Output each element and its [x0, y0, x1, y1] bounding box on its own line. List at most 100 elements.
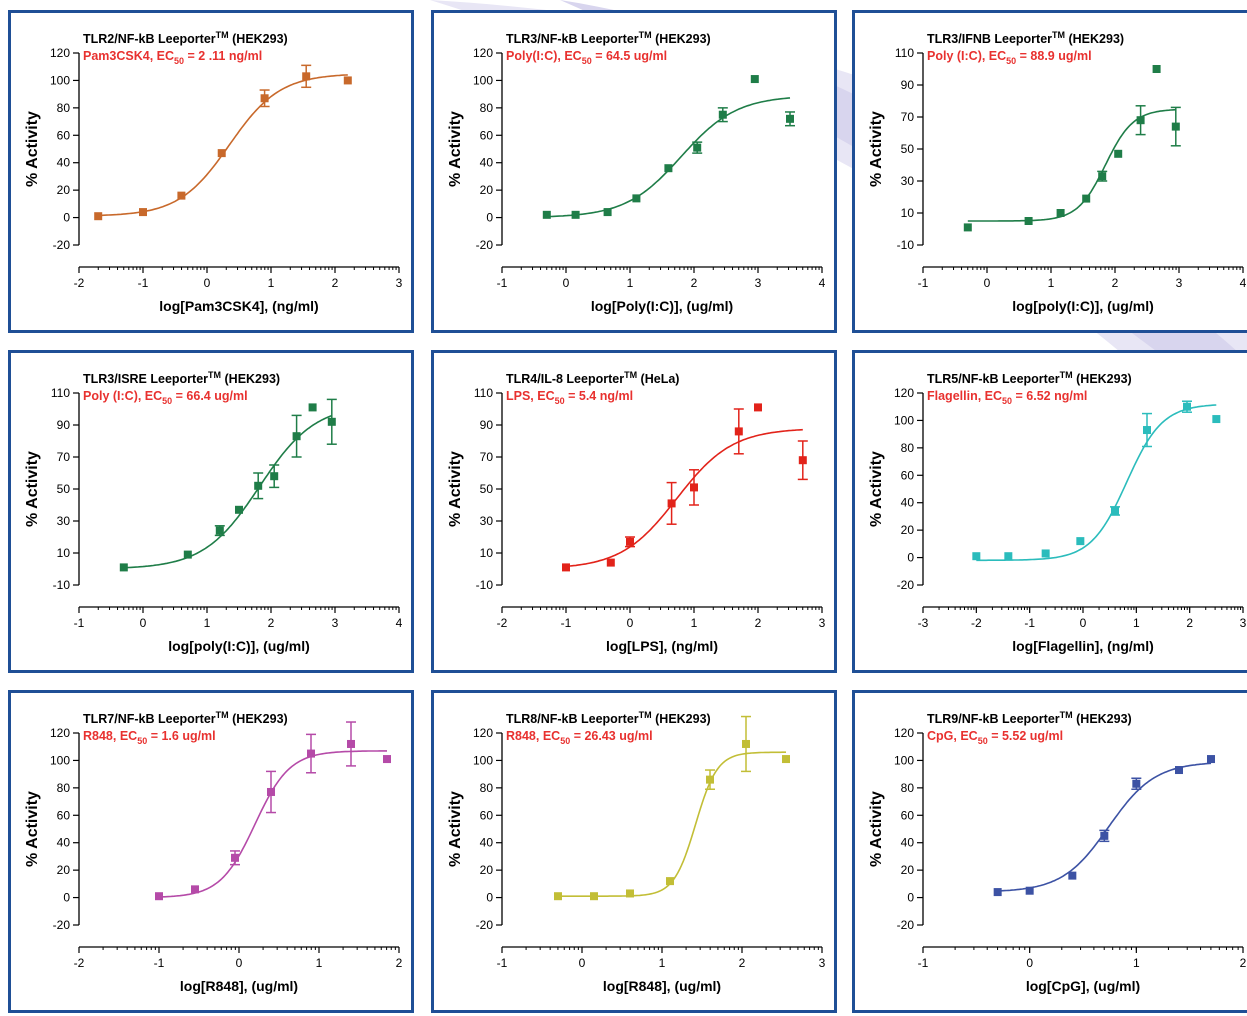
data-point: [254, 481, 263, 490]
data-point: [292, 432, 301, 441]
chart-title-sup: TM: [208, 370, 221, 380]
chart-panel: -20 0 20 40 60 80 100 120 -2 -1 0 1 2 log[R848], (ug/…: [8, 690, 414, 1013]
x-tick-label: 4: [1240, 276, 1247, 290]
chart-title-text: TLR7/NF-kB Leeporter: [83, 712, 216, 726]
y-tick-label: -20: [897, 578, 915, 592]
x-tick-label: -2: [971, 616, 982, 630]
x-tick-label: 1: [627, 276, 634, 290]
y-tick-label: 60: [57, 808, 71, 822]
y-axis-label: % Activity: [868, 451, 885, 527]
data-point: [217, 149, 226, 158]
x-axis-label: log[Pam3CSK4], (ng/ml): [159, 298, 318, 314]
x-tick-label: 4: [396, 616, 403, 630]
data-point: [554, 892, 562, 901]
chart-title-text: TLR4/IL-8 Leeporter: [506, 372, 624, 386]
y-axis-label: % Activity: [447, 111, 464, 187]
chart-title-text: TLR5/NF-kB Leeporter: [927, 372, 1060, 386]
x-tick-label: 0: [1026, 956, 1033, 970]
y-tick-label: 50: [57, 482, 71, 496]
y-tick-label: -10: [476, 578, 494, 592]
x-tick-label: 3: [819, 956, 826, 970]
y-tick-label: 30: [901, 174, 915, 188]
data-point: [667, 499, 676, 508]
ec50-sub: 50: [174, 56, 184, 66]
y-tick-label: 60: [901, 468, 915, 482]
y-tick-label: 50: [901, 142, 915, 156]
chart-title-sup: TM: [216, 30, 229, 40]
data-point: [327, 417, 336, 426]
y-tick-label: -20: [476, 238, 494, 252]
data-point: [1152, 65, 1161, 73]
ec50-sub: 50: [555, 396, 565, 406]
x-tick-label: 2: [1240, 956, 1247, 970]
y-tick-label: 80: [901, 781, 915, 795]
y-tick-label: 120: [473, 726, 493, 740]
ec50-prefix: Poly (I:C), EC: [927, 49, 1006, 63]
x-tick-label: -1: [918, 276, 929, 290]
ec50-prefix: Poly (I:C), EC: [83, 389, 162, 403]
y-tick-label: -10: [53, 578, 71, 592]
x-tick-label: -1: [561, 616, 572, 630]
data-point: [347, 739, 355, 748]
fit-curve: [546, 97, 791, 218]
data-point: [742, 739, 750, 748]
data-point: [632, 194, 641, 203]
y-tick-label: 20: [901, 523, 915, 537]
y-axis-label: % Activity: [868, 111, 885, 187]
x-tick-label: 0: [1080, 616, 1087, 630]
y-tick-label: 10: [57, 546, 71, 560]
x-axis-label: log[Poly(I:C)], (ug/ml): [591, 298, 733, 314]
ec50-value: = 1.6 ug/ml: [147, 729, 215, 743]
ec50-sub: 50: [1002, 396, 1012, 406]
data-point: [666, 877, 674, 886]
data-point: [1111, 506, 1119, 515]
data-point: [571, 210, 580, 219]
y-tick-label: 70: [57, 450, 71, 464]
y-tick-label: 100: [473, 73, 493, 87]
y-tick-label: 40: [57, 156, 71, 170]
x-tick-label: -1: [497, 956, 508, 970]
x-tick-label: 2: [332, 276, 339, 290]
ec50-prefix: R848, EC: [506, 729, 560, 743]
y-tick-label: 10: [901, 206, 915, 220]
ec50-value: = 5.4 ng/ml: [565, 389, 633, 403]
chart-panel: -10 10 30 50 70 90 110 -1 0 1 2 3 4 log[poly(I:C)], (…: [8, 350, 414, 673]
chart-title: TLR5/NF-kB LeeporterTM (HEK293): [927, 370, 1132, 386]
data-point: [754, 403, 762, 412]
data-point: [1207, 755, 1215, 764]
y-tick-label: 40: [901, 836, 915, 850]
data-point: [343, 76, 352, 85]
y-tick-label: 20: [480, 863, 494, 877]
ec50-value: = 5.52 ug/ml: [988, 729, 1063, 743]
x-axis-label: log[poly(I:C)], (ug/ml): [1012, 298, 1154, 314]
ec50-label: Poly (I:C), EC50 = 88.9 ug/ml: [927, 49, 1092, 66]
data-point: [1143, 426, 1151, 435]
chart-title: TLR3/IFNB LeeporterTM (HEK293): [927, 30, 1124, 46]
x-tick-label: 1: [691, 616, 698, 630]
chart-title-sup: TM: [1060, 370, 1073, 380]
data-point: [562, 563, 570, 572]
chart-title: TLR3/ISRE LeeporterTM (HEK293): [83, 370, 280, 386]
ec50-sub: 50: [560, 736, 570, 746]
data-point: [119, 563, 128, 572]
data-point: [606, 558, 615, 567]
y-tick-label: 0: [63, 891, 70, 905]
chart-title-cell: (HEK293): [1073, 372, 1132, 386]
chart-panel: -10 10 30 50 70 90 110 -1 0 1 2 3 4 log[poly(I:C)], (…: [852, 10, 1247, 333]
y-tick-label: 40: [901, 496, 915, 510]
y-tick-label: 80: [901, 441, 915, 455]
data-point: [270, 472, 279, 481]
data-point: [1004, 552, 1013, 561]
y-tick-label: 60: [57, 128, 71, 142]
x-tick-label: -1: [138, 276, 149, 290]
y-tick-label: -10: [897, 238, 915, 252]
x-tick-label: 1: [1133, 956, 1140, 970]
fit-curve: [98, 74, 348, 217]
ec50-label: CpG, EC50 = 5.52 ug/ml: [927, 729, 1063, 746]
data-point: [690, 483, 698, 492]
x-axis-label: log[poly(I:C)], (ug/ml): [168, 638, 310, 654]
data-point: [972, 552, 981, 561]
y-tick-label: 50: [480, 482, 494, 496]
data-point: [267, 787, 275, 796]
ec50-prefix: Flagellin, EC: [927, 389, 1002, 403]
